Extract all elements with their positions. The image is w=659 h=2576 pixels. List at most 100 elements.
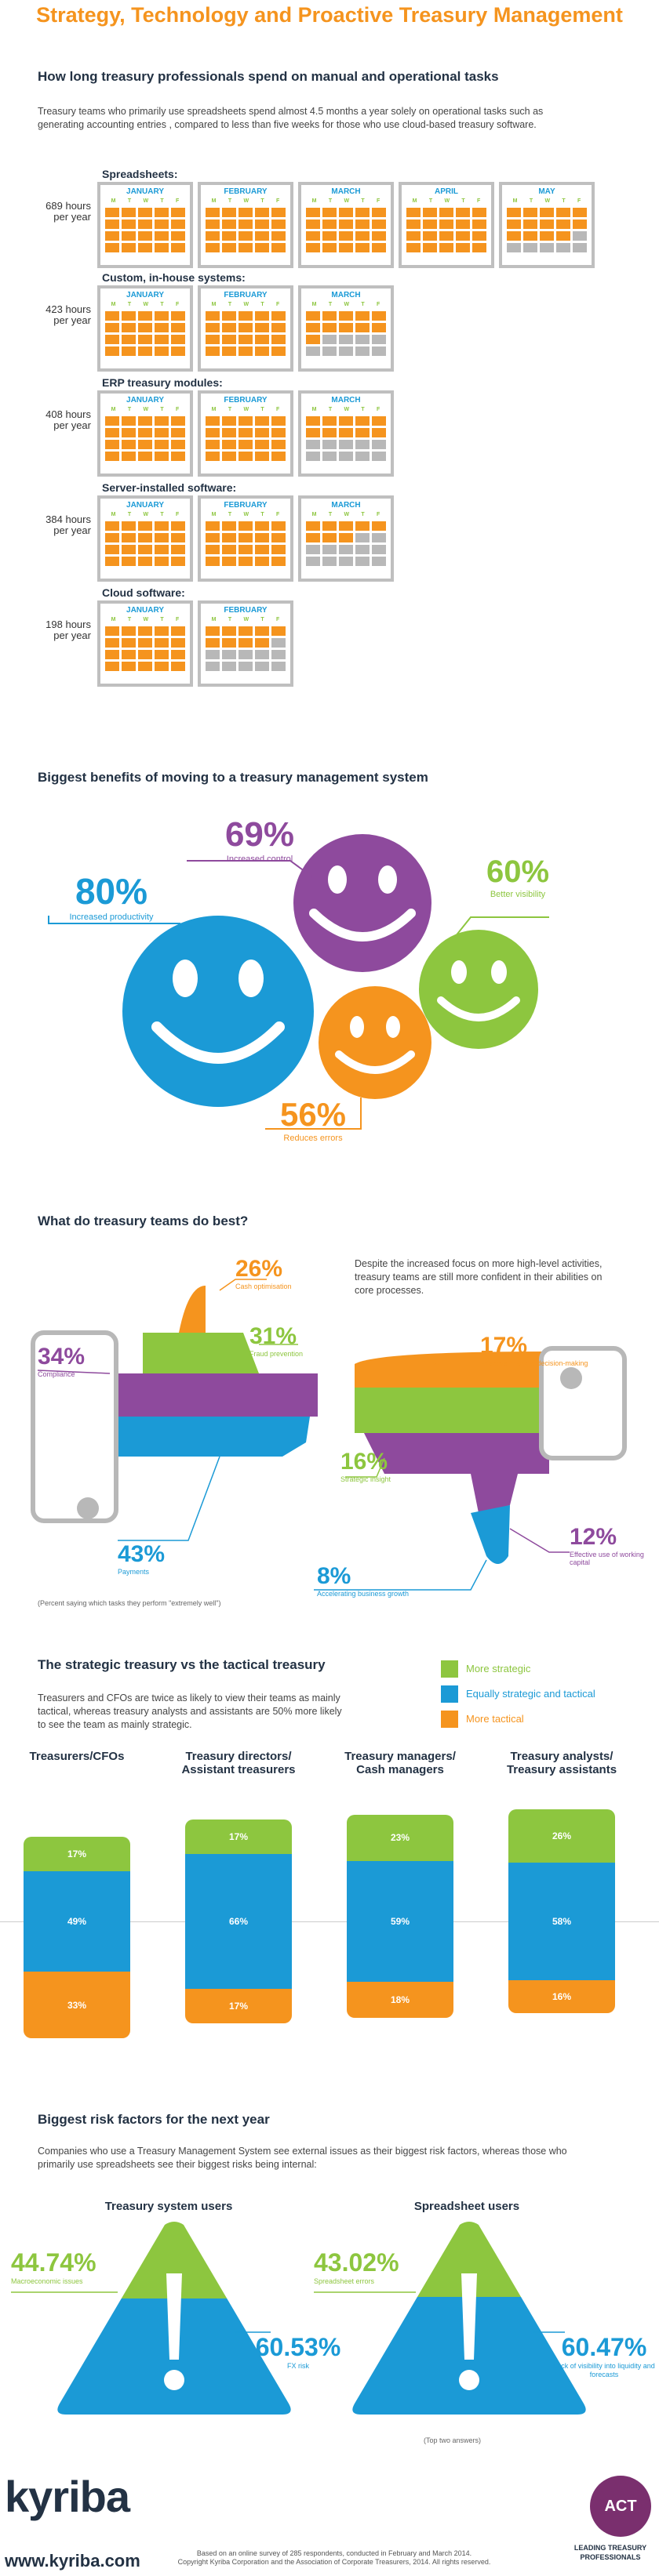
day-cell bbox=[155, 428, 169, 437]
day-cell bbox=[206, 416, 220, 426]
day-cell bbox=[155, 220, 169, 229]
day-cell bbox=[355, 428, 370, 437]
day-cell bbox=[238, 346, 253, 356]
day-cell bbox=[238, 521, 253, 531]
day-cell bbox=[556, 243, 570, 252]
day-cell bbox=[306, 428, 320, 437]
day-cell bbox=[122, 428, 136, 437]
day-cell bbox=[339, 220, 353, 229]
legend-swatch bbox=[441, 1711, 458, 1728]
day-cell bbox=[122, 638, 136, 648]
down-capital: 12% Effective use of working capital bbox=[570, 1524, 644, 1566]
bar-segment: 33% bbox=[24, 1971, 130, 2039]
day-cell bbox=[222, 311, 236, 321]
month-name: MARCH bbox=[331, 501, 361, 510]
day-cell bbox=[322, 428, 337, 437]
day-cell bbox=[155, 650, 169, 659]
day-cell bbox=[507, 220, 521, 229]
day-cell bbox=[456, 208, 470, 217]
day-cell bbox=[238, 638, 253, 648]
day-cell bbox=[423, 208, 437, 217]
day-cell bbox=[238, 650, 253, 659]
day-cell bbox=[306, 335, 320, 344]
kyriba-url[interactable]: www.kyriba.com bbox=[5, 2551, 140, 2571]
down-insight: 16% Strategic insight bbox=[340, 1449, 391, 1483]
month-name: FEBRUARY bbox=[224, 291, 268, 299]
day-cell bbox=[355, 335, 370, 344]
day-cell bbox=[339, 208, 353, 217]
day-cell bbox=[222, 243, 236, 252]
day-cell bbox=[339, 243, 353, 252]
day-cell bbox=[306, 440, 320, 449]
day-cell bbox=[206, 323, 220, 332]
day-cell bbox=[105, 323, 119, 332]
hours-label: 384 hours per year bbox=[46, 513, 91, 536]
month-name: JANUARY bbox=[126, 396, 164, 405]
day-cell bbox=[255, 626, 269, 636]
up-compliance: 34% Compliance bbox=[38, 1344, 86, 1378]
day-cell bbox=[105, 545, 119, 554]
day-cell bbox=[155, 231, 169, 241]
day-cell bbox=[271, 416, 286, 426]
calendar-month: APRIL M T W T F bbox=[399, 182, 494, 268]
day-cell bbox=[138, 626, 152, 636]
day-cell bbox=[306, 557, 320, 566]
day-cell bbox=[439, 231, 453, 241]
thumbs-graphic bbox=[31, 1279, 627, 1591]
day-cell bbox=[439, 243, 453, 252]
day-cell bbox=[322, 311, 337, 321]
day-cell bbox=[206, 243, 220, 252]
day-cell bbox=[355, 220, 370, 229]
day-cell bbox=[138, 243, 152, 252]
bar-segment: 58% bbox=[508, 1862, 615, 1981]
section3-note: (Percent saying which tasks they perform… bbox=[38, 1599, 221, 1607]
day-cell bbox=[105, 335, 119, 344]
day-cell bbox=[138, 220, 152, 229]
day-cell bbox=[206, 311, 220, 321]
hours-label: 408 hours per year bbox=[46, 408, 91, 431]
day-cell bbox=[138, 428, 152, 437]
day-cell bbox=[155, 521, 169, 531]
day-cell bbox=[423, 243, 437, 252]
day-cell bbox=[423, 220, 437, 229]
day-cell bbox=[540, 208, 554, 217]
day-cell bbox=[306, 545, 320, 554]
day-cell bbox=[372, 416, 386, 426]
day-cell bbox=[306, 416, 320, 426]
day-cell bbox=[206, 626, 220, 636]
day-cell bbox=[523, 243, 537, 252]
bar-segment: 16% bbox=[508, 1980, 615, 2013]
day-cell bbox=[122, 650, 136, 659]
section3-heading: What do treasury teams do best? bbox=[38, 1214, 249, 1228]
day-cell bbox=[255, 323, 269, 332]
day-cell bbox=[206, 545, 220, 554]
legend-label: Equally strategic and tactical bbox=[466, 1688, 595, 1700]
day-cell bbox=[171, 440, 185, 449]
day-cell bbox=[171, 243, 185, 252]
day-cell bbox=[306, 452, 320, 461]
day-cell bbox=[271, 440, 286, 449]
calendar-month: JANUARY M T W T F bbox=[97, 600, 193, 687]
day-cell bbox=[122, 311, 136, 321]
day-cell bbox=[322, 452, 337, 461]
day-cell bbox=[105, 346, 119, 356]
category-label: Server-installed software: bbox=[102, 481, 237, 494]
calendar-month: JANUARY M T W T F bbox=[97, 182, 193, 268]
day-cell bbox=[138, 521, 152, 531]
day-cell bbox=[255, 557, 269, 566]
day-cell bbox=[255, 440, 269, 449]
up-payments: 43% Payments bbox=[118, 1541, 166, 1576]
bar-category: Treasury analysts/ Treasury assistants bbox=[506, 1750, 617, 1776]
benefit-visibility: 60% Better visibility bbox=[486, 854, 550, 899]
section1-heading: How long treasury professionals spend on… bbox=[38, 69, 499, 84]
month-name: FEBRUARY bbox=[224, 501, 268, 510]
day-cell bbox=[122, 626, 136, 636]
day-cell bbox=[222, 323, 236, 332]
day-cell bbox=[238, 428, 253, 437]
day-cell bbox=[105, 243, 119, 252]
day-cell bbox=[138, 208, 152, 217]
day-cell bbox=[105, 650, 119, 659]
day-cell bbox=[138, 533, 152, 542]
calendar-month: JANUARY M T W T F bbox=[97, 390, 193, 477]
